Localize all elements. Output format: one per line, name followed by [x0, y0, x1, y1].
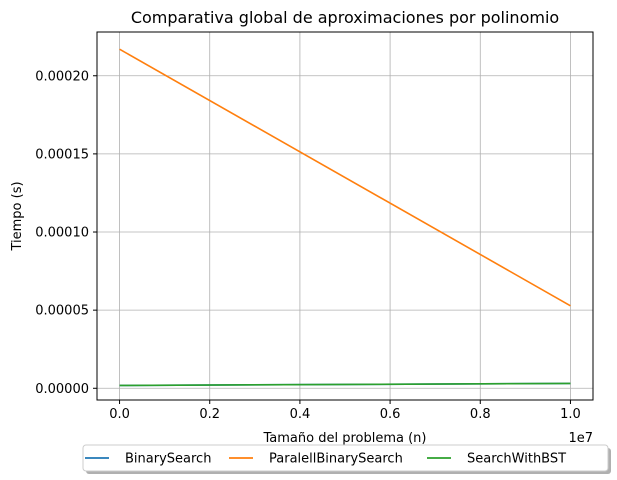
y-tick-label: 0.00000 [35, 382, 89, 397]
x-tick-label: 0.0 [109, 407, 130, 422]
y-tick-label: 0.00015 [35, 147, 89, 162]
y-tick-label: 0.00005 [35, 304, 89, 319]
x-tick-label: 0.4 [290, 407, 311, 422]
x-offset-label: 1e7 [568, 431, 593, 446]
series-line-paralellbinarysearch [119, 48, 571, 307]
x-axis-label: Tamaño del problema (n) [263, 431, 427, 446]
chart-title: Comparativa global de aproximaciones por… [131, 8, 559, 27]
legend-box [82, 444, 609, 472]
x-tick-label: 0.8 [470, 407, 491, 422]
legend-label: BinarySearch [125, 452, 211, 467]
grid [97, 32, 593, 400]
y-axis-label: Tiempo (s) [10, 181, 25, 251]
plot-background [97, 32, 593, 400]
y-tick-label: 0.00010 [35, 226, 89, 241]
x-tick-label: 0.6 [380, 407, 401, 422]
plot-frame [96, 31, 594, 401]
y-tick-label: 0.00020 [35, 69, 89, 84]
legend-label: SearchWithBST [467, 452, 566, 467]
series-line-searchwithbst [119, 382, 571, 387]
ticks: 0.0 0.2 0.4 0.6 0.8 1.0 0.00000 0.00005 0.00010 0… [35, 69, 581, 422]
x-tick-label: 1.0 [560, 407, 581, 422]
series-group [119, 48, 571, 387]
legend: BinarySearch ParalellBinarySearch SearchWi… [82, 444, 611, 474]
legend-label: ParalellBinarySearch [269, 452, 403, 467]
x-tick-label: 0.2 [199, 407, 220, 422]
